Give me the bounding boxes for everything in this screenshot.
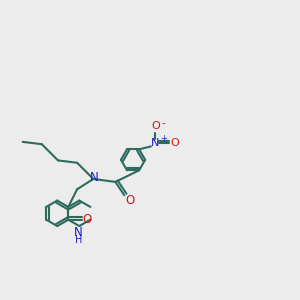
Text: N: N	[151, 138, 160, 148]
Text: O: O	[170, 138, 179, 148]
Text: N: N	[74, 226, 83, 239]
Text: N: N	[90, 171, 99, 184]
Text: +: +	[160, 134, 167, 142]
Text: O: O	[125, 194, 135, 207]
Text: O: O	[152, 121, 160, 131]
Text: -: -	[161, 118, 165, 128]
Text: H: H	[75, 235, 82, 244]
Text: O: O	[83, 213, 92, 226]
